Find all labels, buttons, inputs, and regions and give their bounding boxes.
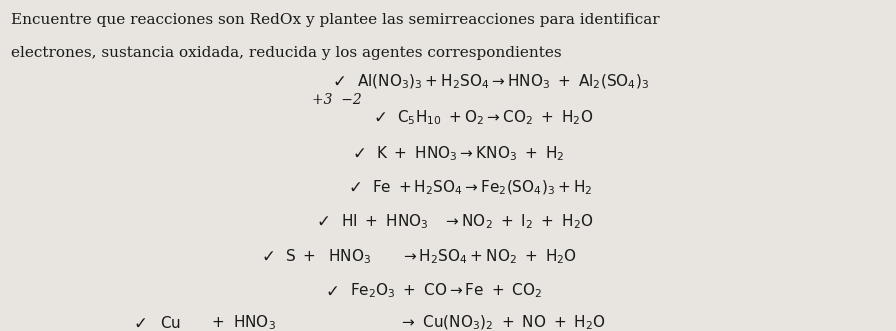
Text: $\checkmark$: $\checkmark$: [373, 109, 385, 126]
Text: $\checkmark$: $\checkmark$: [325, 282, 339, 299]
Text: Encuentre que reacciones son RedOx y plantee las semirreacciones para identifica: Encuentre que reacciones son RedOx y pla…: [12, 13, 660, 27]
Text: $\mathrm{Fe \ + H_2SO_4 \rightarrow Fe_2(SO_4)_3 + H_2}$: $\mathrm{Fe \ + H_2SO_4 \rightarrow Fe_2…: [372, 178, 592, 197]
Text: $\mathrm{Cu}$: $\mathrm{Cu}$: [159, 315, 181, 331]
Text: $\mathrm{Al(NO_3)_3 + H_2SO_4 \rightarrow HNO_3 \ + \ Al_2(SO_4)_3}$: $\mathrm{Al(NO_3)_3 + H_2SO_4 \rightarro…: [357, 72, 649, 91]
Text: $\checkmark$: $\checkmark$: [332, 73, 345, 90]
Text: +3  −2: +3 −2: [312, 93, 362, 107]
Text: $\checkmark$: $\checkmark$: [348, 179, 360, 196]
Text: $\mathrm{C_5H_{10} \ + O_2 \rightarrow CO_2 \ + \ H_2O}$: $\mathrm{C_5H_{10} \ + O_2 \rightarrow C…: [397, 108, 593, 127]
Text: electrones, sustancia oxidada, reducida y los agentes correspondientes: electrones, sustancia oxidada, reducida …: [12, 46, 562, 60]
Text: $\checkmark$: $\checkmark$: [133, 314, 146, 331]
Text: $\mathrm{\rightarrow \ Cu(NO_3)_2 \ + \ NO \ + \ H_2O}$: $\mathrm{\rightarrow \ Cu(NO_3)_2 \ + \ …: [399, 314, 606, 331]
Text: $\checkmark$: $\checkmark$: [261, 248, 274, 265]
Text: $\mathrm{S \ + \ \ HNO_3 \qquad\rightarrow H_2SO_4 + NO_2 \ + \ H_2O}$: $\mathrm{S \ + \ \ HNO_3 \qquad\rightarr…: [285, 247, 577, 266]
Text: $\mathrm{Fe_2O_3 \ + \ CO \rightarrow Fe \ + \ CO_2}$: $\mathrm{Fe_2O_3 \ + \ CO \rightarrow Fe…: [349, 281, 542, 300]
Text: $\checkmark$: $\checkmark$: [316, 213, 330, 230]
Text: $\checkmark$: $\checkmark$: [352, 145, 365, 162]
Text: $\mathrm{+}$: $\mathrm{+}$: [211, 316, 224, 330]
Text: $\mathrm{HNO_3}$: $\mathrm{HNO_3}$: [233, 313, 276, 331]
Text: $\mathrm{HI \ + \ HNO_3 \quad\rightarrow NO_2 \ + \ I_2 \ + \ H_2O}$: $\mathrm{HI \ + \ HNO_3 \quad\rightarrow…: [340, 213, 593, 231]
Text: $\mathrm{K \ + \ HNO_3 \rightarrow KNO_3 \ + \ H_2}$: $\mathrm{K \ + \ HNO_3 \rightarrow KNO_3…: [376, 144, 564, 163]
